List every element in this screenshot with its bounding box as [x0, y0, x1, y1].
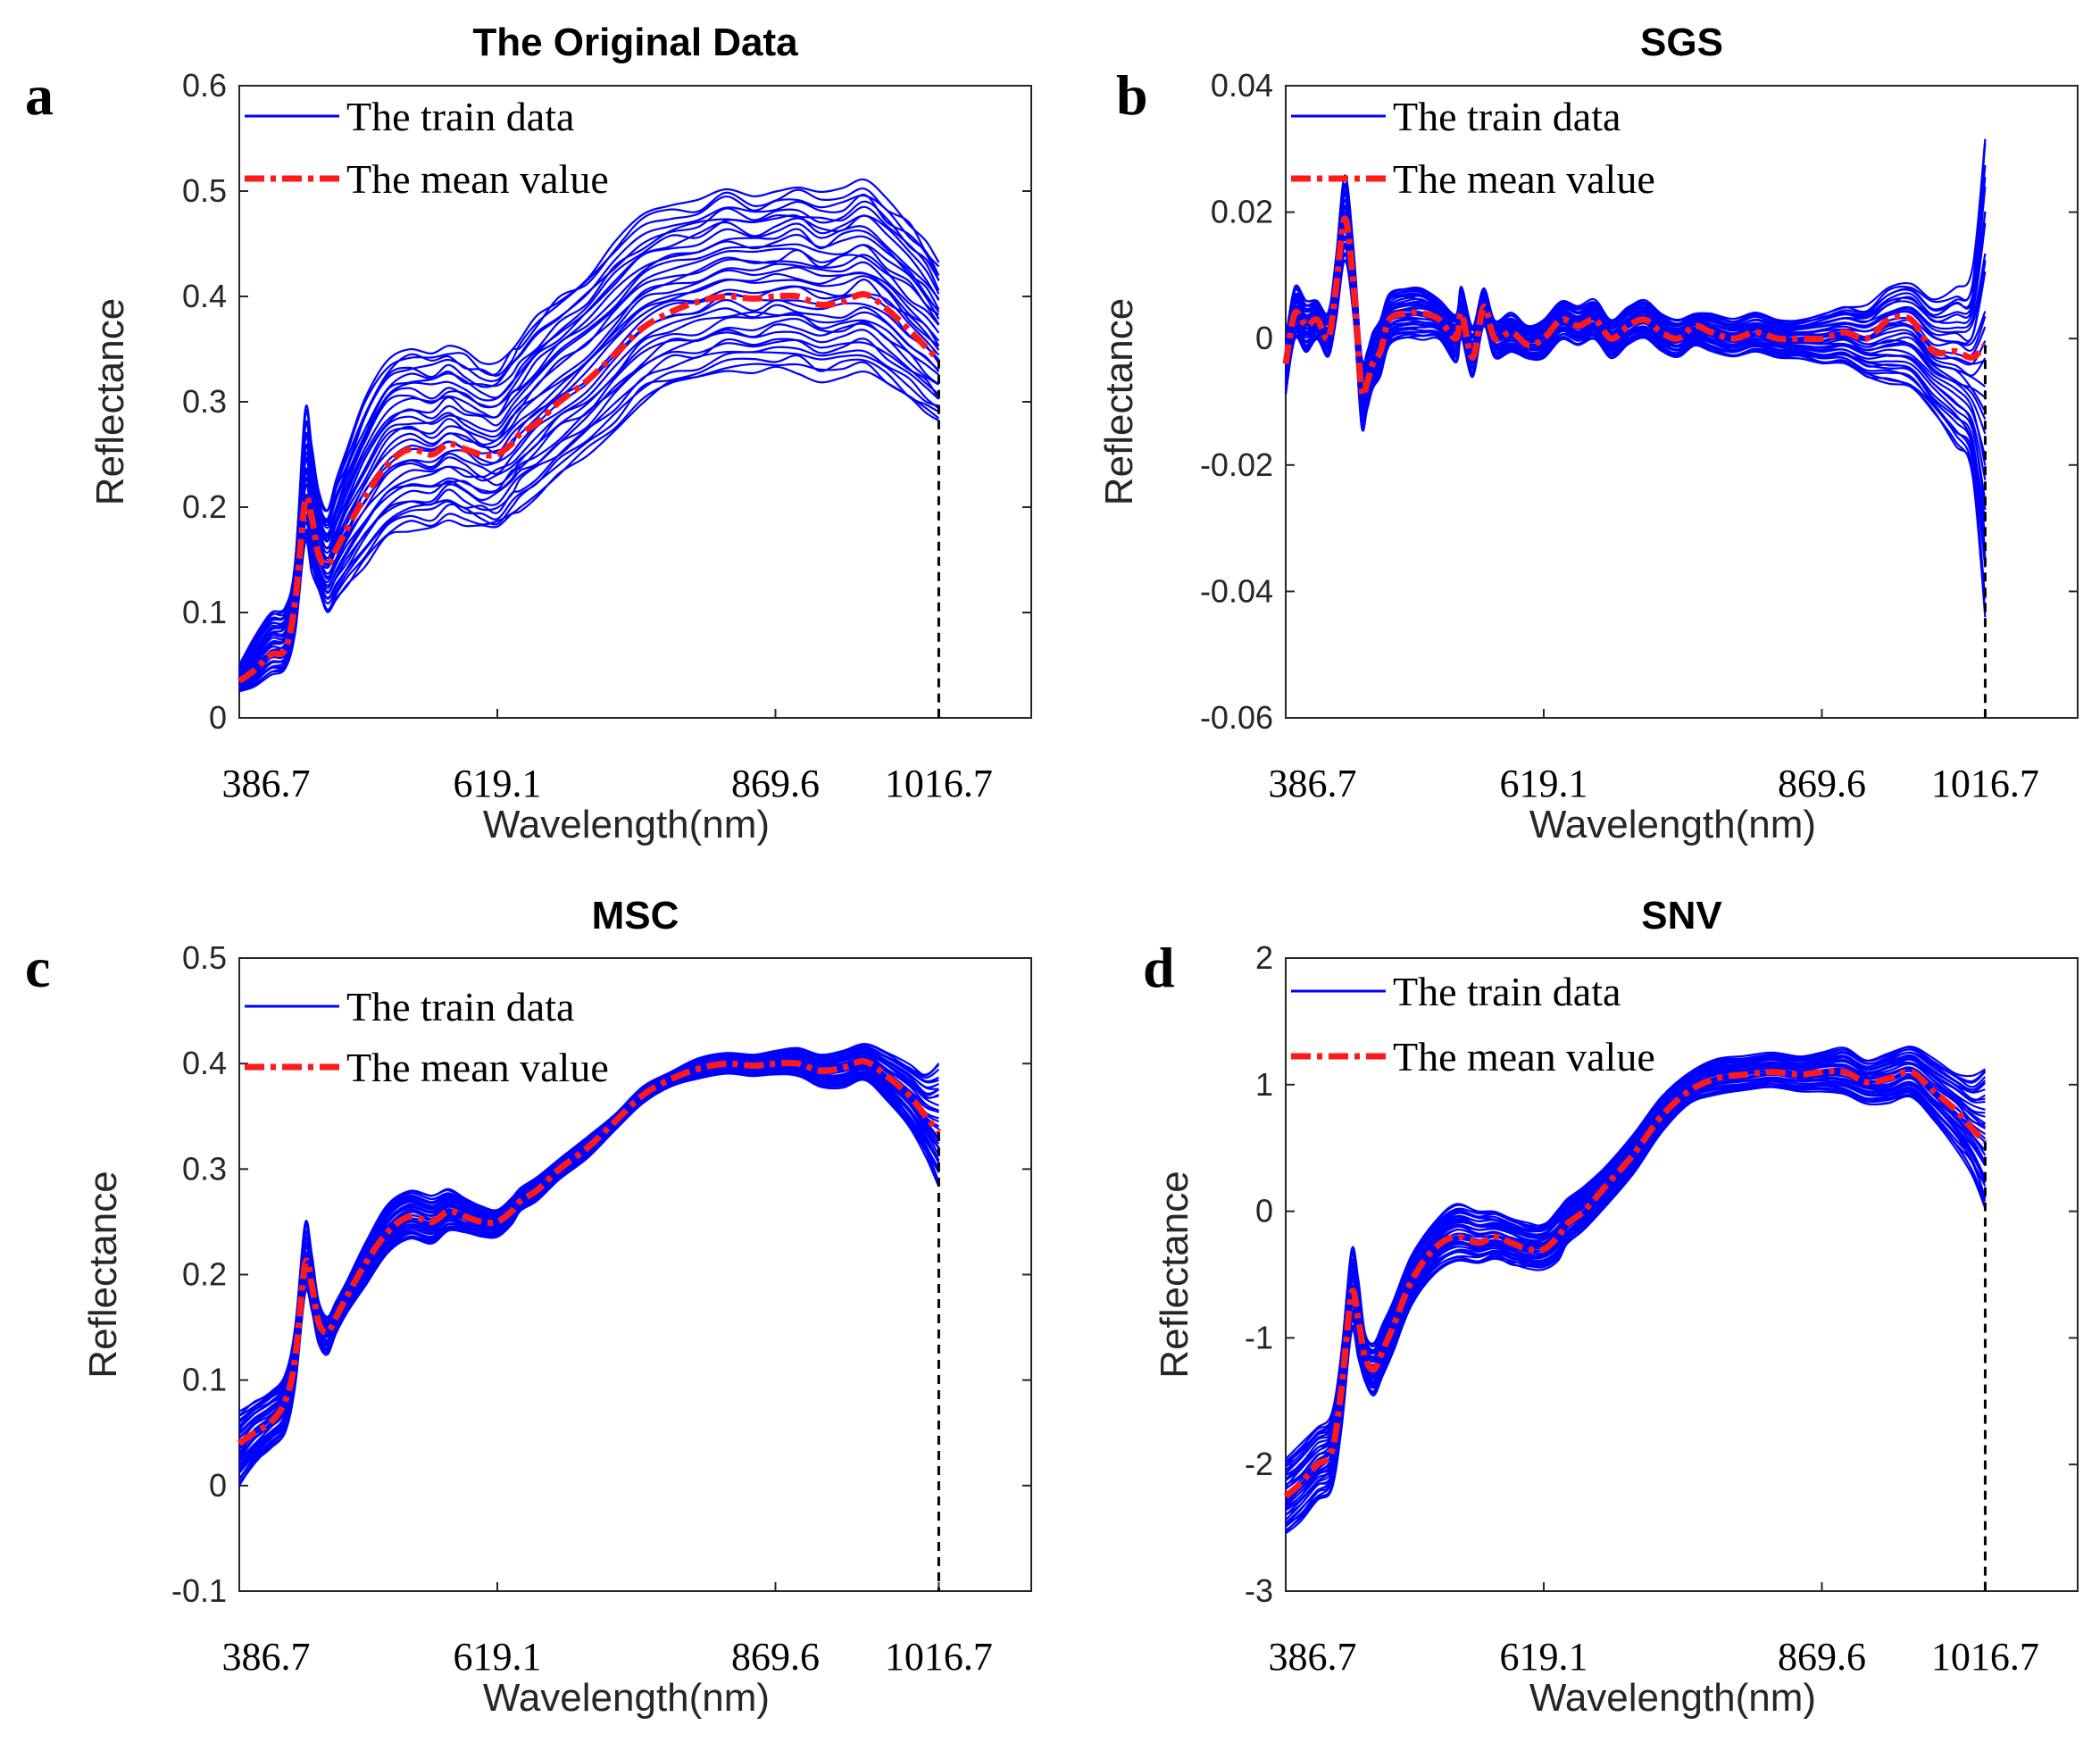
chart-b-ytick-label: -0.02 — [1200, 446, 1273, 483]
chart-c-ytick-label: -0.1 — [171, 1572, 227, 1609]
chart-b-ytick-label: -0.06 — [1200, 699, 1273, 736]
chart-d-xtick-label: 869.6 — [1778, 1635, 1866, 1679]
chart-a-xlabel: Wavelength(nm) — [483, 803, 770, 846]
chart-c-xtick-label: 619.1 — [453, 1635, 541, 1679]
chart-b-legend-mean-label: The mean value — [1393, 156, 1655, 202]
chart-d-xtick-label: 619.1 — [1499, 1635, 1588, 1679]
chart-a-ytick-label: 0.5 — [182, 172, 227, 209]
chart-b-ytick-label: -0.04 — [1200, 572, 1273, 609]
chart-b-xtick-label: 1016.7 — [1931, 762, 2039, 805]
chart-a-train-line — [238, 222, 940, 672]
chart-a-train-line — [238, 178, 940, 666]
chart-c-ytick-label: 0.1 — [182, 1362, 227, 1398]
chart-d-ytick-label: 0 — [1255, 1193, 1273, 1229]
chart-d-ytick-label: -2 — [1245, 1446, 1273, 1482]
chart-a-legend-mean-label: The mean value — [346, 156, 609, 202]
chart-b-mean-line — [1282, 215, 1988, 399]
chart-d-ytick-label: 2 — [1255, 939, 1273, 976]
chart-d-legend-train-label: The train data — [1393, 969, 1621, 1014]
chart-c-xtick-label: 386.7 — [222, 1635, 311, 1679]
chart-d-panel-letter: d — [1143, 936, 1175, 999]
chart-b-ytick-label: 0.02 — [1211, 194, 1273, 230]
chart-d-ytick-label: -3 — [1245, 1572, 1273, 1609]
chart-d-ytick-label: 1 — [1255, 1066, 1273, 1103]
chart-c-ytick-label: 0 — [209, 1467, 227, 1504]
chart-a-mean-line — [237, 291, 941, 684]
chart-d-title: SNV — [1641, 894, 1722, 938]
chart-c-ytick-label: 0.5 — [182, 939, 227, 976]
chart-a-ytick-label: 0.2 — [182, 488, 227, 525]
chart-b-panel-letter: b — [1116, 63, 1148, 127]
chart-d-xtick-label: 1016.7 — [1931, 1635, 2039, 1679]
chart-a-xtick-label: 1016.7 — [885, 762, 993, 805]
chart-b-xtick-label: 619.1 — [1499, 762, 1588, 805]
chart-a-ytick-label: 0.4 — [182, 278, 227, 314]
chart-c-mean-line — [237, 1058, 942, 1446]
chart-c-xlabel: Wavelength(nm) — [483, 1676, 770, 1720]
chart-b-title: SGS — [1640, 21, 1723, 64]
chart-a-title: The Original Data — [472, 21, 798, 64]
chart-d-mean-line — [1283, 1068, 1988, 1499]
chart-a-xtick-label: 386.7 — [222, 762, 311, 805]
chart-c-legend-train-label: The train data — [346, 984, 574, 1029]
chart-a-train-line — [238, 311, 940, 685]
chart-d-train-line — [1285, 1046, 1986, 1460]
chart-a-legend-train-label: The train data — [346, 94, 574, 139]
chart-a-train-line — [238, 329, 940, 688]
chart-c-xtick-label: 1016.7 — [885, 1635, 993, 1679]
chart-a-train-line — [238, 317, 940, 687]
chart-b-xlabel: Wavelength(nm) — [1529, 803, 1816, 846]
chart-b-ytick-label: 0.04 — [1211, 67, 1273, 104]
chart-a-train-line — [238, 249, 940, 676]
chart-c-train-line — [238, 1042, 940, 1413]
chart-d-ytick-label: -1 — [1245, 1319, 1273, 1355]
chart-d-xtick-label: 386.7 — [1269, 1635, 1357, 1679]
chart-d-legend-mean-label: The mean value — [1393, 1034, 1655, 1079]
chart-b-ytick-label: 0 — [1255, 320, 1273, 356]
chart-a-xtick-label: 869.6 — [731, 762, 820, 805]
chart-c-ytick-label: 0.3 — [182, 1150, 227, 1187]
chart-a-ytick-label: 0.1 — [182, 594, 227, 630]
chart-d-xlabel: Wavelength(nm) — [1529, 1676, 1816, 1720]
chart-c-ylabel: Reflectance — [81, 1171, 125, 1378]
chart-b-xtick-label: 869.6 — [1778, 762, 1866, 805]
chart-a-panel-letter: a — [25, 63, 54, 127]
chart-a-ytick-label: 0.3 — [182, 383, 227, 420]
chart-c-panel-letter: c — [25, 936, 50, 999]
chart-a-ytick-label: 0 — [209, 699, 227, 736]
chart-b-axes — [1285, 85, 2079, 719]
chart-d-ylabel: Reflectance — [1153, 1171, 1196, 1378]
chart-c-ytick-label: 0.2 — [182, 1256, 227, 1293]
chart-c-legend-mean-label: The mean value — [346, 1045, 609, 1090]
chart-b-xtick-label: 386.7 — [1269, 762, 1357, 805]
chart-a-train-line — [238, 351, 939, 690]
chart-b-legend-train-label: The train data — [1393, 94, 1621, 139]
chart-b-ylabel: Reflectance — [1097, 298, 1141, 505]
chart-c-ytick-label: 0.4 — [182, 1045, 227, 1081]
chart-c-title: MSC — [592, 894, 679, 938]
chart-a-ylabel: Reflectance — [88, 298, 132, 505]
chart-a-xtick-label: 619.1 — [453, 762, 541, 805]
chart-a-ytick-label: 0.6 — [182, 67, 227, 104]
chart-c-xtick-label: 869.6 — [731, 1635, 820, 1679]
